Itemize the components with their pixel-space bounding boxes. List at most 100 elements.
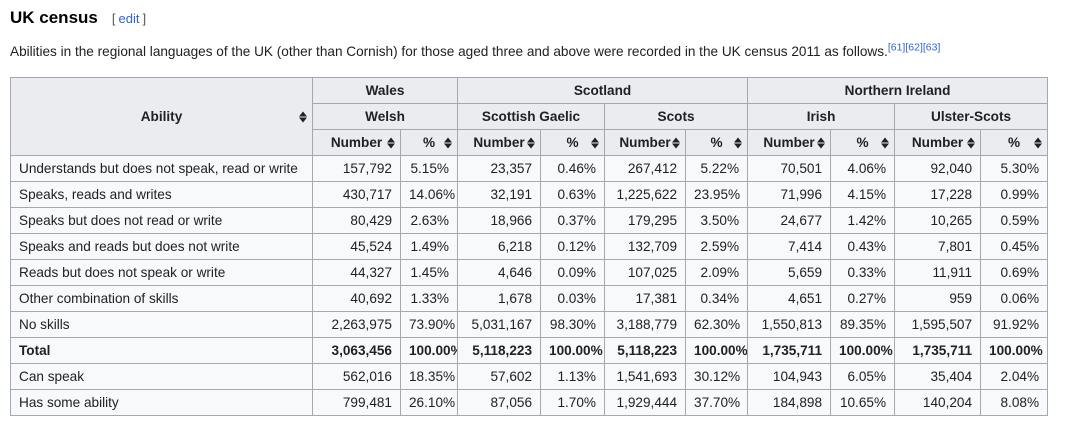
section-heading: UK census [edit]	[10, 8, 1058, 28]
percent-header-label: %	[566, 135, 579, 150]
value-cell: 100.00%	[685, 337, 749, 364]
ability-cell: Speaks but does not read or write	[10, 207, 313, 234]
sort-icon	[527, 137, 536, 148]
sort-header-number-welsh[interactable]: Number	[312, 129, 401, 156]
value-cell: 2,263,975	[312, 311, 401, 338]
number-header-label: Number	[330, 135, 383, 150]
reference-link-61[interactable]: [61]	[887, 41, 906, 54]
value-cell: 35,404	[894, 363, 982, 390]
sort-header-percent-scots[interactable]: %	[685, 129, 749, 156]
value-cell: 2.59%	[685, 233, 749, 260]
value-cell: 267,412	[604, 155, 687, 182]
value-cell: 4.15%	[830, 181, 896, 208]
sort-header-percent-scottish-gaelic[interactable]: %	[540, 129, 606, 156]
value-cell: 2.04%	[980, 363, 1049, 390]
sort-header-number-irish[interactable]: Number	[747, 129, 832, 156]
region-header-northern-ireland: Northern Ireland	[747, 77, 1049, 104]
language-header-scots: Scots	[604, 103, 749, 130]
sort-icon	[387, 137, 395, 148]
percent-header-label: %	[422, 135, 436, 150]
value-cell: 5.22%	[685, 155, 749, 182]
value-cell: 0.63%	[540, 181, 606, 208]
value-cell: 1,735,711	[747, 337, 832, 364]
header-language-row: Welsh Scottish Gaelic Scots Irish Ulster-Sco…	[11, 103, 1049, 130]
value-cell: 799,481	[312, 389, 401, 416]
value-cell: 45,524	[312, 233, 401, 260]
table-row-reads-but-does-not-speak-or-write: Reads but does not speak or write 44,327 1…	[10, 259, 1049, 286]
value-cell: 157,792	[312, 155, 401, 182]
value-cell: 0.43%	[830, 233, 896, 260]
value-cell: 18.35%	[399, 363, 459, 390]
sort-header-number-ulster-scots[interactable]: Number	[894, 129, 982, 156]
sort-header-percent-welsh[interactable]: %	[399, 129, 459, 156]
sort-icon	[591, 137, 600, 148]
edit-bracket-close: ]	[142, 11, 147, 26]
value-cell: 1.42%	[830, 207, 896, 234]
region-header-scotland: Scotland	[457, 77, 749, 104]
value-cell: 132,709	[604, 233, 687, 260]
value-cell: 32,191	[457, 181, 542, 208]
value-cell: 10.65%	[830, 389, 896, 416]
sort-header-percent-ulster-scots[interactable]: %	[980, 129, 1049, 156]
sort-icon	[967, 137, 976, 148]
value-cell: 80,429	[312, 207, 401, 234]
value-cell: 89.35%	[830, 311, 896, 338]
value-cell: 140,204	[894, 389, 982, 416]
header-region-row: Ability Wales Scotland Northern Ireland	[10, 77, 1049, 156]
value-cell: 107,025	[604, 259, 687, 286]
value-cell: 0.34%	[685, 285, 749, 312]
number-header-label: Number	[911, 135, 964, 150]
sort-header-number-scots[interactable]: Number	[604, 129, 687, 156]
value-cell: 1.13%	[540, 363, 606, 390]
value-cell: 5.30%	[980, 155, 1049, 182]
table-header: Ability Wales Scotland Northern Ireland We…	[10, 77, 1049, 156]
value-cell: 959	[894, 285, 982, 312]
reference-group: [61][62][63]	[888, 41, 941, 53]
ability-cell: Understands but does not speak, read or …	[10, 155, 313, 182]
value-cell: 179,295	[604, 207, 687, 234]
language-header-scottish-gaelic: Scottish Gaelic	[457, 103, 606, 130]
value-cell: 44,327	[312, 259, 401, 286]
sort-icon	[734, 137, 743, 148]
table-row-speaks-and-reads-but-does-not-write: Speaks and reads but does not write 45,52…	[10, 233, 1049, 260]
value-cell: 0.09%	[540, 259, 606, 286]
table-row-understands-but-does-not-speak-read-or-write: Understands but does not speak, read or …	[10, 155, 1049, 182]
value-cell: 7,801	[894, 233, 982, 260]
table-row-other-combination-of-skills: Other combination of skills 40,692 1.33% 1,…	[10, 285, 1049, 312]
percent-header-label: %	[710, 135, 723, 150]
value-cell: 4.06%	[830, 155, 896, 182]
value-cell: 37.70%	[685, 389, 749, 416]
language-header-ulster-scots: Ulster-Scots	[894, 103, 1049, 130]
ability-cell: No skills	[10, 311, 313, 338]
value-cell: 5,659	[747, 259, 832, 286]
value-cell: 1,735,711	[894, 337, 982, 364]
value-cell: 3.50%	[685, 207, 749, 234]
number-header-label: Number	[619, 135, 671, 150]
reference-link-63[interactable]: [63]	[922, 41, 941, 54]
value-cell: 1,595,507	[894, 311, 982, 338]
value-cell: 30.12%	[685, 363, 749, 390]
sort-header-ability[interactable]: Ability	[10, 77, 313, 156]
value-cell: 98.30%	[540, 311, 606, 338]
value-cell: 57,602	[457, 363, 542, 390]
sort-icon	[672, 137, 681, 148]
value-cell: 2.63%	[399, 207, 459, 234]
ability-cell: Speaks, reads and writes	[10, 181, 313, 208]
edit-link[interactable]: edit	[118, 11, 140, 26]
value-cell: 10,265	[894, 207, 982, 234]
value-cell: 3,188,779	[604, 311, 687, 338]
ability-cell: Other combination of skills	[10, 285, 313, 312]
value-cell: 5,118,223	[457, 337, 542, 364]
value-cell: 4,651	[747, 285, 832, 312]
sort-header-number-scottish-gaelic[interactable]: Number	[457, 129, 542, 156]
value-cell: 0.06%	[980, 285, 1049, 312]
value-cell: 70,501	[747, 155, 832, 182]
ability-cell: Can speak	[10, 363, 313, 390]
value-cell: 91.92%	[980, 311, 1049, 338]
value-cell: 1,929,444	[604, 389, 687, 416]
reference-link-62[interactable]: [62]	[905, 41, 923, 54]
value-cell: 24,677	[747, 207, 832, 234]
value-cell: 0.99%	[980, 181, 1049, 208]
sort-header-percent-irish[interactable]: %	[830, 129, 896, 156]
value-cell: 7,414	[747, 233, 832, 260]
